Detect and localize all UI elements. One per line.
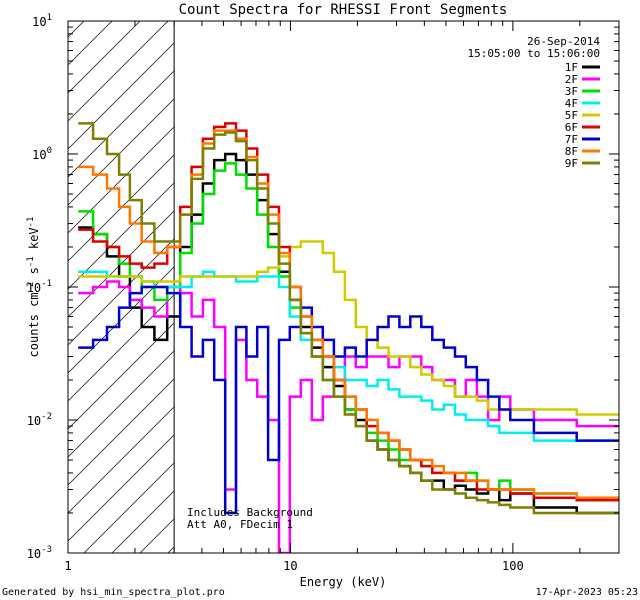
- legend-label-8F: 8F: [565, 145, 578, 158]
- hatch-line: [68, 182, 175, 290]
- series-line-1F: [78, 152, 619, 515]
- legend-label-2F: 2F: [565, 73, 578, 86]
- x-tick-label: 10: [283, 559, 297, 573]
- legend-header-line: 26-Sep-2014: [527, 35, 600, 48]
- legend-label-1F: 1F: [565, 61, 578, 74]
- x-tick-label: 1: [64, 559, 71, 573]
- series-line-8F: [78, 129, 619, 500]
- annotation-text: Includes Background: [187, 506, 313, 519]
- hatch-line: [68, 434, 175, 542]
- hatch-line: [68, 406, 175, 514]
- series-line-7F: [78, 285, 619, 515]
- y-tick-label: 10-2: [27, 412, 52, 428]
- series-line-2F: [78, 280, 619, 553]
- hatch-line: [68, 378, 175, 486]
- hatch-line: [68, 42, 175, 150]
- legend-label-7F: 7F: [565, 133, 578, 146]
- x-axis-label: Energy (keV): [300, 575, 387, 589]
- series-line-9F: [78, 122, 619, 515]
- y-tick-label: 100: [32, 146, 52, 162]
- footer-timestamp: 17-Apr-2023 05:23: [536, 587, 638, 598]
- series-line-5F: [78, 240, 619, 416]
- x-tick-label: 100: [502, 559, 524, 573]
- hatch-line: [68, 21, 169, 122]
- series-line-6F: [78, 122, 619, 502]
- y-tick-label: 10-3: [27, 545, 52, 561]
- legend-label-5F: 5F: [565, 109, 578, 122]
- hatch-line: [83, 462, 175, 553]
- chart-title: Count Spectra for RHESSI Front Segments: [179, 2, 508, 18]
- legend-label-9F: 9F: [565, 157, 578, 170]
- annotation-text: Att A0, FDecim 1: [187, 518, 293, 531]
- footer-generated-by: Generated by hsi_min_spectra_plot.pro: [2, 587, 225, 598]
- hatch-line: [68, 21, 141, 94]
- legend-header-line: 15:05:00 to 15:06:00: [468, 47, 600, 60]
- hatch-line: [68, 154, 175, 262]
- hatch-line: [68, 350, 175, 458]
- legend-label-3F: 3F: [565, 85, 578, 98]
- hatch-line: [68, 21, 113, 66]
- hatch-line: [252, 0, 640, 553]
- legend-label-4F: 4F: [565, 97, 578, 110]
- y-axis-label: counts cm-2 s-1 keV-1: [26, 217, 41, 358]
- legend-label-6F: 6F: [565, 121, 578, 134]
- hatch-line: [68, 210, 175, 318]
- y-tick-label: 101: [32, 13, 52, 29]
- series-layer: [78, 122, 619, 553]
